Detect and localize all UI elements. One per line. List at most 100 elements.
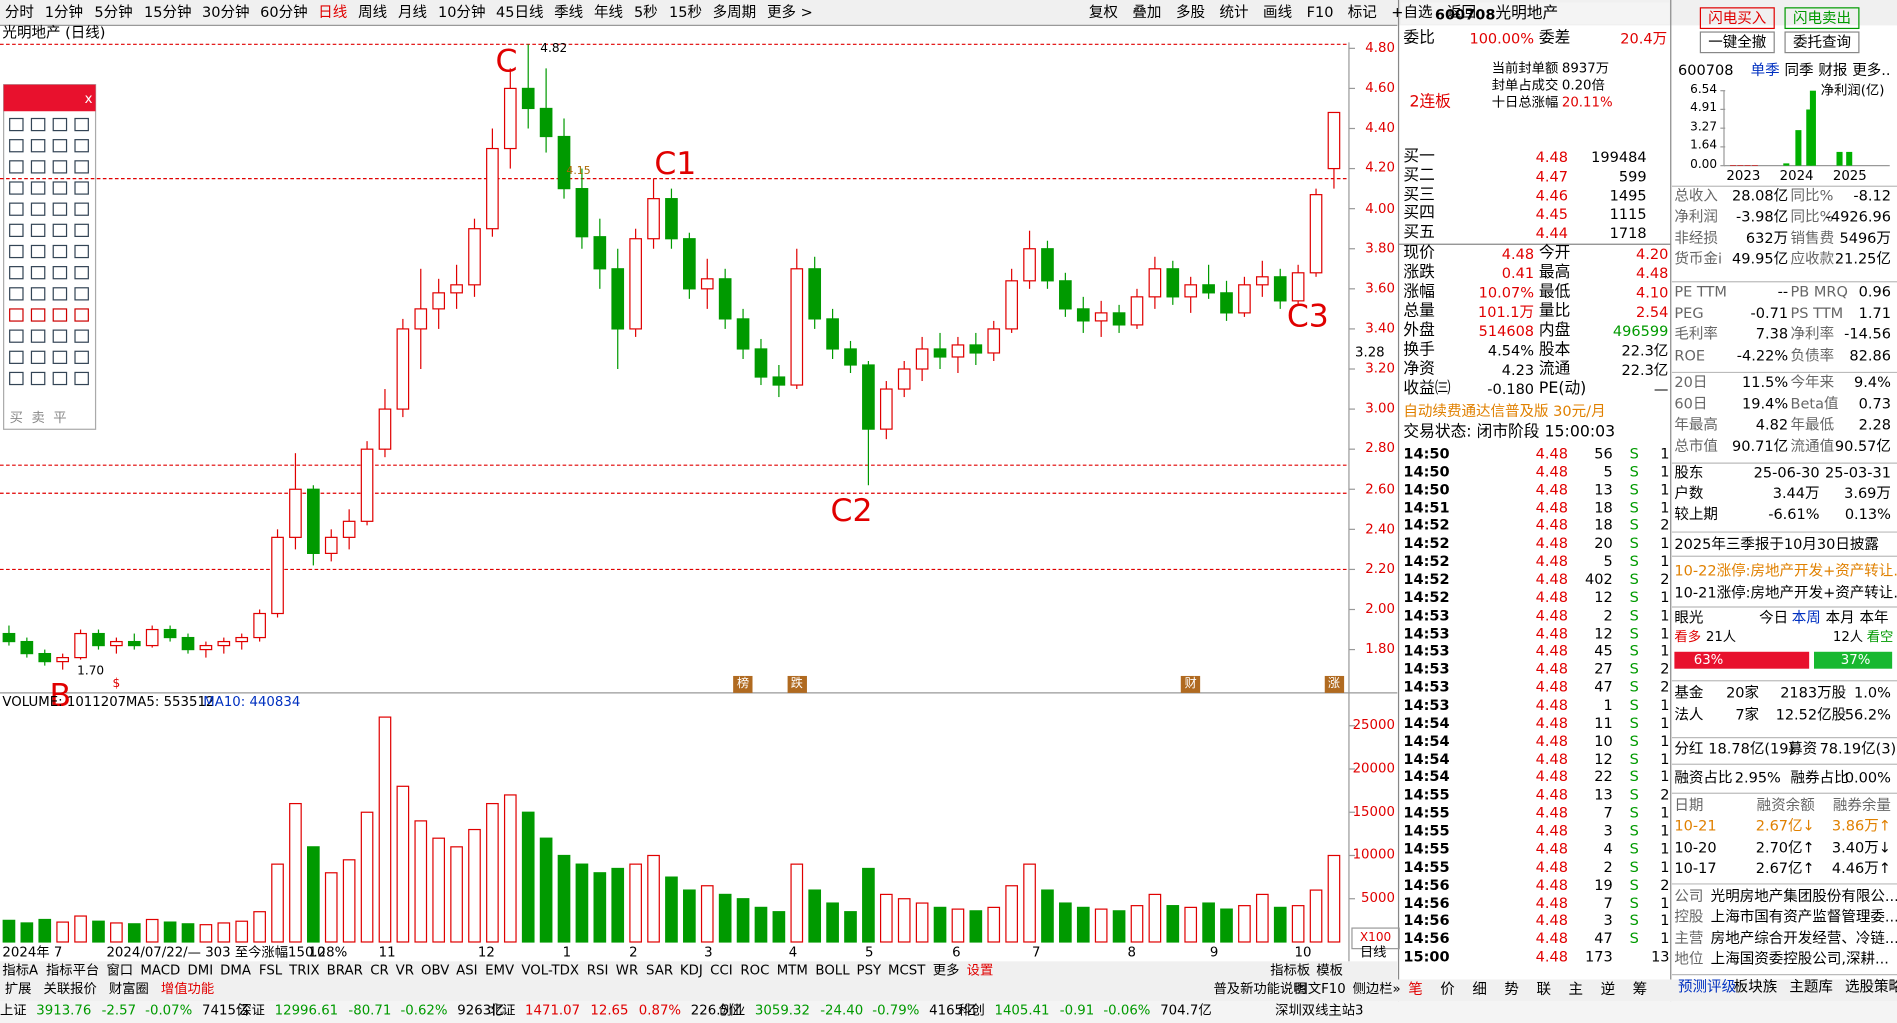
indicator-tab[interactable]: MCST (888, 962, 926, 979)
indicator-tab[interactable]: WR (615, 962, 639, 979)
stat-label: 股本 (1538, 341, 1571, 360)
metric-value: 21.25亿 (1834, 250, 1891, 268)
indicator-tab[interactable]: MACD (140, 962, 181, 979)
toolbar-button[interactable]: +自选 (1391, 3, 1433, 21)
period-tab[interactable]: 月线 (398, 3, 428, 21)
period-tab[interactable]: 季线 (554, 3, 584, 21)
indicator-tab[interactable]: RSI (586, 962, 609, 979)
fin-tab[interactable]: 单季 (1750, 61, 1780, 79)
stat-label: 最低 (1538, 282, 1571, 302)
detail-tab[interactable]: 细 (1472, 980, 1487, 998)
detail-tab[interactable]: 价 (1440, 980, 1455, 998)
detail-tab[interactable]: 势 (1504, 980, 1519, 998)
tick-volume: 2 (1603, 858, 1613, 876)
period-tab[interactable]: 更多 > (767, 3, 813, 21)
toolbar-button[interactable]: 统计 (1219, 3, 1249, 21)
fin-tab[interactable]: 更多.. (1852, 61, 1891, 79)
indicator-tab[interactable]: 模板 (1316, 962, 1343, 979)
profit-bar (1836, 151, 1843, 166)
index-value: 704.7亿 (1160, 1002, 1212, 1019)
toolbar-button[interactable]: 画线 (1263, 3, 1293, 21)
extra-tab[interactable]: 关联报价 (43, 980, 97, 997)
extra-tab[interactable]: 扩展 (4, 980, 32, 997)
fin-tab[interactable]: 财报 (1818, 61, 1848, 79)
indicator-tab[interactable]: CCI (710, 962, 733, 979)
volume-bar (92, 920, 105, 943)
indicator-tab[interactable]: CR (370, 962, 389, 979)
indicator-tab[interactable]: DMA (220, 962, 252, 979)
indicator-tab[interactable]: SAR (646, 962, 674, 979)
status-link[interactable]: 侧边栏» (1352, 980, 1401, 997)
period-tab[interactable]: 5分钟 (94, 3, 133, 21)
close-icon[interactable]: x (85, 92, 93, 107)
indicator-tab[interactable]: FSL (258, 962, 283, 979)
status-link[interactable]: 普及新功能说明 (1213, 980, 1307, 997)
footer-tab[interactable]: 主题库 (1789, 978, 1833, 996)
indicator-tab[interactable]: BRAR (326, 962, 363, 979)
candle-body (92, 632, 105, 647)
detail-tab[interactable]: 联 (1536, 980, 1551, 998)
news[interactable]: 10-21涨停:房地产开发+资产转让... (1674, 584, 1897, 601)
footer-tab[interactable]: 板块族 (1733, 978, 1778, 996)
period-tab[interactable]: 15秒 (669, 3, 703, 21)
indicator-tab[interactable]: 窗口 (106, 962, 134, 979)
indicator-tab[interactable]: MTM (776, 962, 808, 979)
period-tab[interactable]: 日线 (318, 3, 348, 21)
toolbar-button[interactable]: 复权 (1088, 3, 1118, 21)
toolbar-button[interactable]: 叠加 (1132, 3, 1162, 21)
indicator-tab[interactable]: EMV (485, 962, 515, 979)
bid-volume: 1115 (1609, 206, 1647, 223)
metric-label: 货币金i (1674, 250, 1722, 268)
period-tab[interactable]: 年线 (594, 3, 624, 21)
action-button[interactable]: 一键全撤 (1699, 31, 1775, 54)
footer-tab[interactable]: 选股策略 (1844, 978, 1897, 996)
action-button[interactable]: 委托查询 (1784, 31, 1860, 54)
indicator-tab[interactable]: OBV (421, 962, 450, 979)
period-tab[interactable]: 周线 (358, 3, 388, 21)
indicator-tab[interactable]: 指标平台 (45, 962, 100, 979)
indicator-tab[interactable]: KDJ (679, 962, 703, 979)
period-tab[interactable]: 1分钟 (44, 3, 84, 21)
fin-tab[interactable]: 同季 (1784, 61, 1814, 79)
extra-tab[interactable]: 财富圈 (108, 980, 149, 997)
period-tab[interactable]: 分时 (4, 3, 34, 21)
candle-body (127, 640, 141, 647)
period-tab[interactable]: 多周期 (712, 3, 757, 21)
extra-tab[interactable]: 增值功能 (160, 980, 215, 997)
detail-tab[interactable]: 筹 (1632, 980, 1648, 998)
indicator-tab[interactable]: ASI (456, 962, 478, 979)
toolbar-button[interactable]: F10 (1306, 3, 1334, 21)
action-button[interactable]: 闪电卖出 (1784, 7, 1860, 30)
tick-volume: 5 (1603, 552, 1613, 570)
indicator-tab[interactable]: PSY (856, 962, 882, 979)
index-name: 上证 (0, 1002, 27, 1019)
period-tab[interactable]: 60分钟 (260, 3, 308, 21)
indicator-tab[interactable]: VR (395, 962, 414, 979)
indicator-tab[interactable]: 指标A (2, 962, 39, 979)
detail-tab[interactable]: 逆 (1600, 980, 1616, 998)
period-tab[interactable]: 15分钟 (143, 3, 192, 21)
indicator-tab[interactable]: 指标板 (1270, 962, 1311, 979)
footer-tab[interactable]: 预测评级 (1678, 978, 1737, 996)
indicator-tab[interactable]: BOLL (815, 962, 850, 979)
indicator-tab[interactable]: TRIX (289, 962, 320, 979)
detail-tab[interactable]: 笔 (1408, 980, 1423, 998)
toolbar-button[interactable]: 多股 (1175, 3, 1205, 21)
status-link[interactable]: 图文F10 (1294, 980, 1346, 997)
detail-tab[interactable]: 主 (1568, 980, 1584, 998)
period-tab[interactable]: 5秒 (633, 3, 658, 21)
cursor-label: 3.28 (1351, 344, 1389, 362)
period-tab[interactable]: 10分钟 (437, 3, 486, 21)
toolbar-button[interactable]: 返回 (1446, 3, 1476, 21)
period-tab[interactable]: 30分钟 (202, 3, 250, 21)
indicator-tab[interactable]: ROC (740, 962, 770, 979)
promo[interactable]: 自动续费通达信普及版 30元/月 (1403, 402, 1606, 420)
indicator-tab[interactable]: 设置 (966, 962, 994, 979)
indicator-tab[interactable]: DMI (187, 962, 214, 979)
news[interactable]: 10-22涨停:房地产开发+资产转让... (1674, 562, 1897, 580)
period-tab[interactable]: 45日线 (496, 3, 544, 21)
indicator-tab[interactable]: VOL-TDX (521, 962, 580, 979)
toolbar-button[interactable]: 标记 (1347, 3, 1377, 21)
action-button[interactable]: 闪电买入 (1699, 7, 1775, 30)
indicator-tab[interactable]: 更多 (932, 962, 960, 979)
